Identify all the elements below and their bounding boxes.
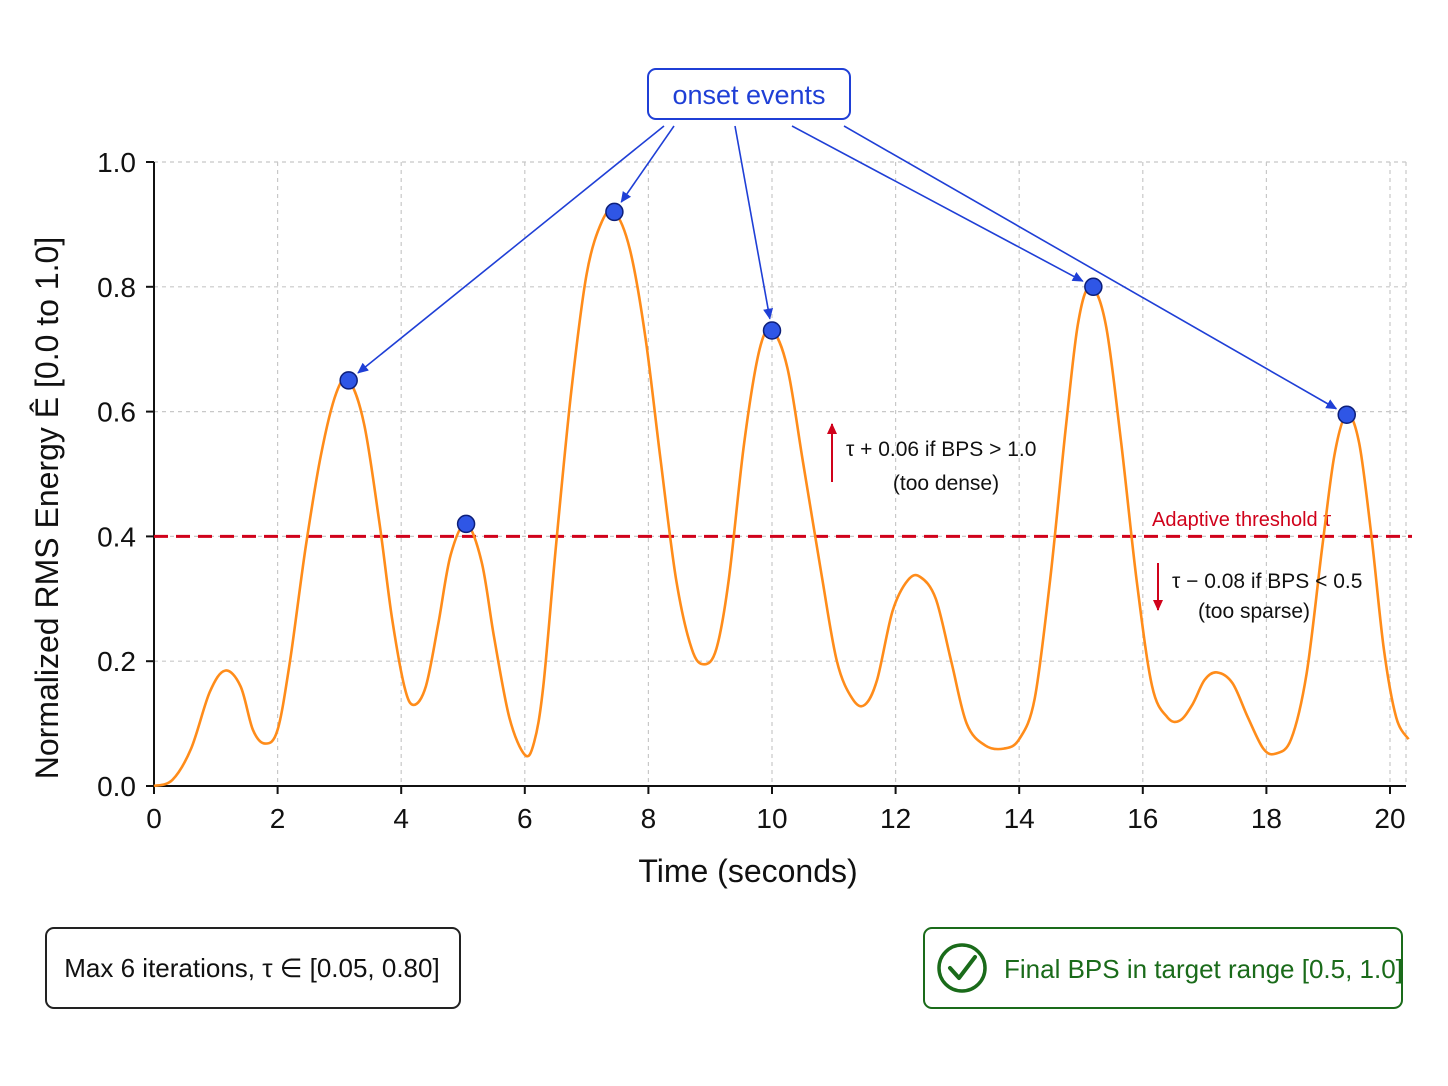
x-tick-label: 10	[756, 803, 787, 834]
iterations-box	[45, 927, 461, 1009]
check-circle-icon	[937, 943, 987, 993]
x-tick-label: 20	[1374, 803, 1405, 834]
tick-marks	[146, 161, 1391, 794]
y-tick-label: 0.4	[97, 521, 136, 552]
callout-box	[647, 68, 851, 120]
x-tick-label: 2	[270, 803, 286, 834]
callout-label: onset events	[672, 80, 825, 110]
callout-arrow	[734, 125, 774, 320]
onset-point	[1337, 405, 1356, 424]
callout-arrow	[357, 125, 665, 374]
y-tick-label: 0.6	[97, 397, 136, 428]
x-tick-label: 14	[1004, 803, 1035, 834]
x-tick-label: 16	[1127, 803, 1158, 834]
x-tick-label: 0	[146, 803, 162, 834]
onset-point	[762, 321, 782, 340]
decrease-rule: τ − 0.08 if BPS < 0.5	[1172, 570, 1362, 593]
increase-rule: τ + 0.06 if BPS > 1.0	[846, 438, 1036, 461]
onset-points	[339, 202, 1356, 534]
y-axis-title: Normalized RMS Energy Ê [0.0 to 1.0]	[29, 237, 65, 779]
callout-arrows	[357, 125, 1338, 410]
threshold-label: Adaptive threshold τ	[1152, 509, 1331, 531]
status-text: Final BPS in target range [0.5, 1.0]	[1004, 954, 1403, 984]
onset-point	[1084, 277, 1103, 297]
iterations-text: Max 6 iterations, τ ∈ [0.05, 0.80]	[64, 953, 439, 983]
tick-labels: 0 2 4 6 8 10 12 14 16 18 20 0.0 0.2 0.4 0.6 0.8 1.0	[97, 147, 1406, 834]
onset-point	[605, 202, 624, 222]
increase-note: (too dense)	[893, 472, 999, 495]
x-tick-label: 4	[393, 803, 409, 834]
x-axis-title: Time (seconds)	[638, 853, 857, 889]
status-box	[923, 927, 1403, 1009]
y-tick-label: 0.0	[97, 771, 136, 802]
x-tick-label: 6	[517, 803, 533, 834]
y-tick-label: 1.0	[97, 147, 136, 178]
x-tick-label: 12	[880, 803, 911, 834]
axes	[153, 162, 1406, 787]
grid-lines	[154, 161, 1407, 786]
x-tick-label: 8	[641, 803, 657, 834]
y-tick-label: 0.2	[97, 646, 136, 677]
decrease-note: (too sparse)	[1198, 600, 1310, 623]
callout-arrow	[791, 125, 1084, 282]
series-line	[153, 208, 1410, 788]
onset-point	[339, 371, 358, 390]
onset-point	[456, 514, 476, 534]
callout-arrow	[620, 125, 675, 203]
callout-arrow	[843, 125, 1338, 410]
x-tick-label: 18	[1251, 803, 1282, 834]
y-tick-label: 0.8	[97, 272, 136, 303]
